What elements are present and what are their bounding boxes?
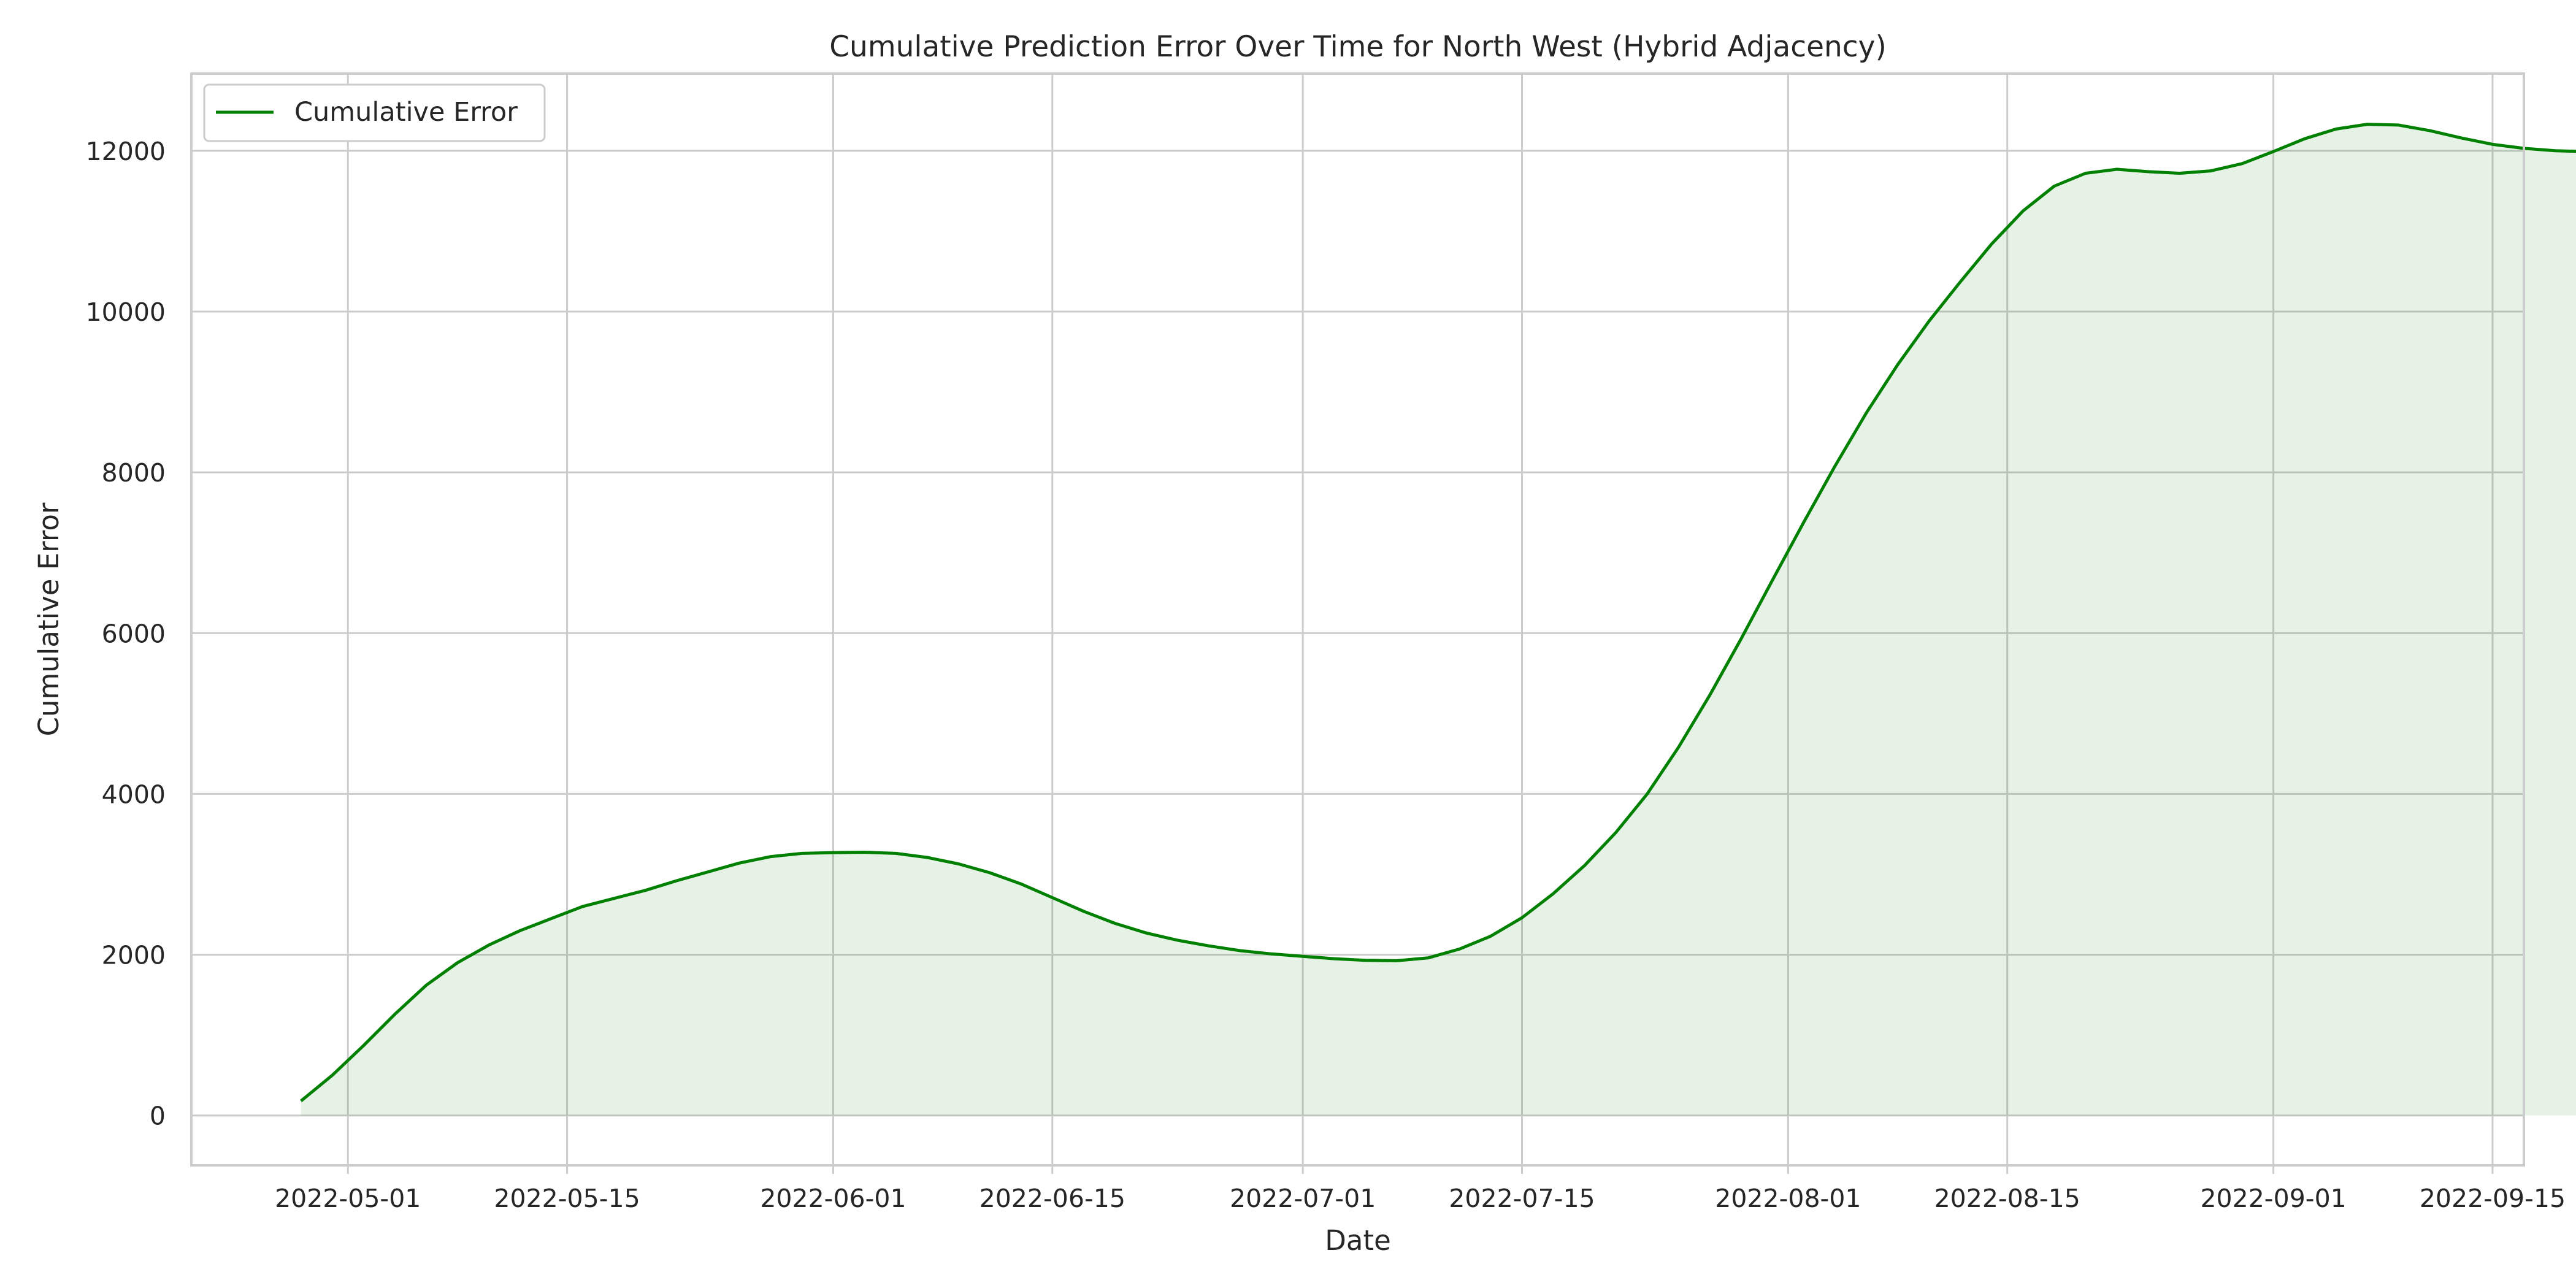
x-tick-label: 2022-06-15 <box>979 1184 1125 1213</box>
area-fill <box>301 124 2576 1116</box>
x-tick-label: 2022-05-15 <box>494 1184 640 1213</box>
y-tick-label: 4000 <box>102 780 166 809</box>
chart-title: Cumulative Prediction Error Over Time fo… <box>829 30 1887 64</box>
y-tick-label: 6000 <box>102 619 166 648</box>
y-tick-label: 12000 <box>86 137 166 166</box>
x-tick-label: 2022-09-15 <box>2420 1184 2566 1213</box>
y-tick-label: 8000 <box>102 458 166 488</box>
x-tick-label: 2022-09-01 <box>2200 1184 2346 1213</box>
legend: Cumulative Error <box>203 83 546 142</box>
y-tick-label: 0 <box>150 1102 166 1131</box>
x-tick-label: 2022-08-15 <box>1934 1184 2080 1213</box>
x-tick-label: 2022-05-01 <box>275 1184 421 1213</box>
x-tick-label: 2022-06-01 <box>760 1184 906 1213</box>
x-tick-label: 2022-07-01 <box>1230 1184 1376 1213</box>
legend-box <box>203 83 546 142</box>
x-axis-label: Date <box>1325 1224 1391 1257</box>
y-axis-label: Cumulative Error <box>33 502 65 736</box>
x-ticks: 2022-05-01 2022-05-15 2022-06-01 2022-06-15… <box>275 1165 2566 1213</box>
x-tick-label: 2022-07-15 <box>1449 1184 1595 1213</box>
y-tick-label: 2000 <box>102 941 166 970</box>
plot-frame <box>190 72 2525 1167</box>
series-line-cumulative-error <box>300 123 2576 1103</box>
y-ticks: 0 2000 4000 6000 8000 10000 12000 <box>86 137 166 1131</box>
grid <box>191 74 2524 1165</box>
legend-label: Cumulative Error <box>294 97 518 128</box>
x-tick-label: 2022-08-01 <box>1715 1184 1861 1213</box>
y-tick-label: 10000 <box>86 297 166 327</box>
